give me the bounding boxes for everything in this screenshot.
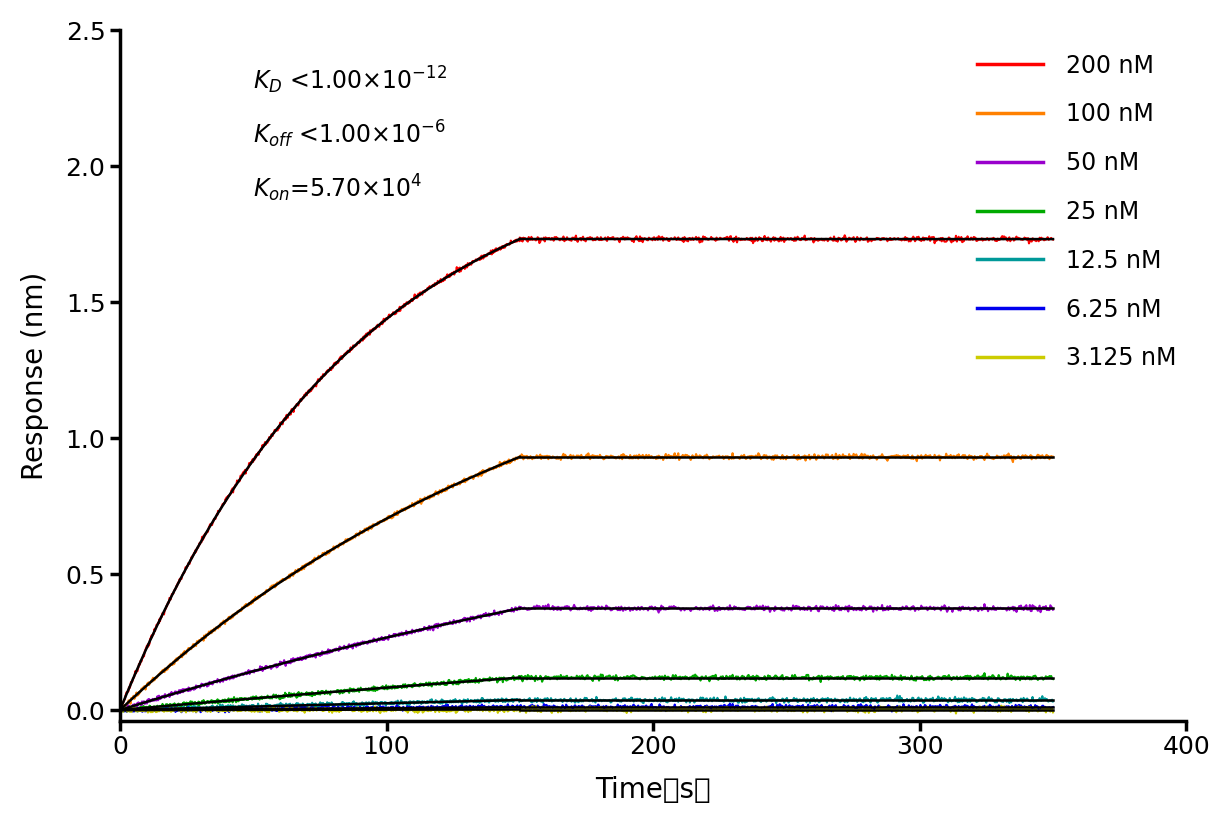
X-axis label: Time（s）: Time（s） [596,776,712,804]
Y-axis label: Response (nm): Response (nm) [21,271,49,480]
Legend: 200 nM, 100 nM, 50 nM, 25 nM, 12.5 nM, 6.25 nM, 3.125 nM: 200 nM, 100 nM, 50 nM, 25 nM, 12.5 nM, 6… [968,45,1187,380]
Text: $K_D$ <1.00×10$^{-12}$
$K_{off}$ <1.00×10$^{-6}$
$K_{on}$=5.70×10$^4$: $K_D$ <1.00×10$^{-12}$ $K_{off}$ <1.00×1… [254,65,447,204]
